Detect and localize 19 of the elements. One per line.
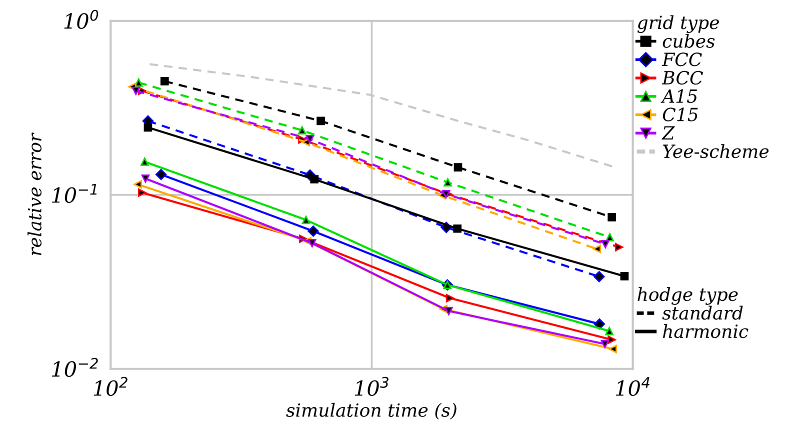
text: standard (662, 306, 743, 320)
y-tick-label: 10$^{−2}$ (52, 358, 98, 377)
legend-label: Yee-scheme (662, 144, 769, 158)
text: harmonic (662, 324, 748, 338)
text: hodge type (638, 287, 738, 305)
legend-label: C15 (662, 108, 698, 122)
legend-label: A15 (660, 89, 697, 103)
legend-label: FCC (662, 52, 702, 66)
x-tick-label: 10$^{2}$ (94, 376, 128, 396)
y-tick-label: 10$^{0}$ (64, 10, 98, 29)
y-axis-title: relative error (28, 132, 42, 256)
legend-label: BCC (662, 70, 703, 85)
legend-label: Z (662, 126, 675, 140)
legend-label: cubes (662, 34, 715, 48)
legend-title: grid type (637, 15, 719, 33)
y-tick-label: 10$^{−1}$ (52, 184, 97, 203)
x-tick-label: 10$^{4}$ (616, 377, 650, 396)
x-axis-title: simulation time (s) (286, 402, 456, 420)
x-tick-label: 10$^{3}$ (354, 376, 388, 396)
